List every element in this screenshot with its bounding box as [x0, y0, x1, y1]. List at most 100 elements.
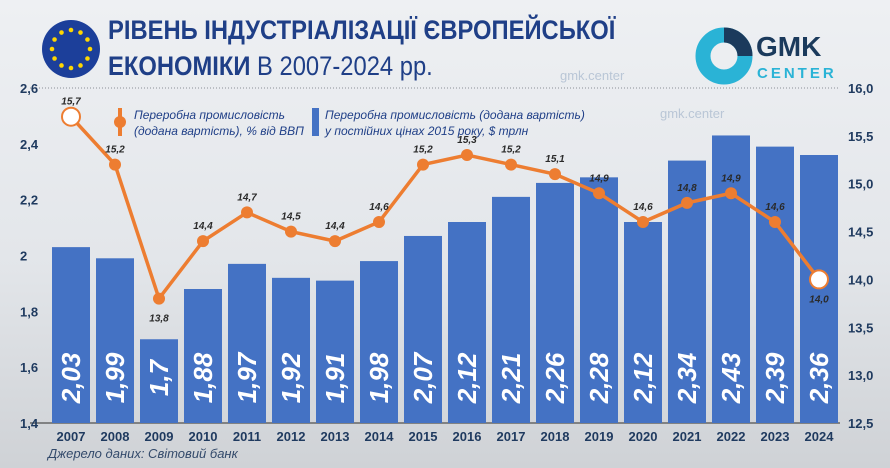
- right-tick-label: 16,0: [848, 81, 873, 96]
- line-value-label: 14,6: [369, 202, 389, 213]
- x-tick-label: 2015: [409, 429, 438, 444]
- bar-value-label: 1,99: [100, 352, 130, 403]
- star-icon: [49, 46, 55, 52]
- bar: [756, 146, 794, 423]
- line-point: [61, 106, 81, 127]
- line-value-label: 15,2: [501, 145, 521, 156]
- line-value-label: 15,2: [105, 145, 125, 156]
- bar: [316, 280, 354, 423]
- line-point: [153, 292, 165, 305]
- line-value-label: 14,6: [633, 202, 653, 213]
- bar: [184, 289, 222, 423]
- x-tick-label: 2012: [277, 429, 306, 444]
- line-value-label: 14,9: [589, 173, 609, 184]
- bar: [272, 277, 310, 423]
- line-value-label: 15,7: [61, 97, 81, 108]
- bar-value-label: 2,21: [496, 353, 526, 405]
- x-tick-label: 2007: [57, 429, 86, 444]
- right-tick-label: 12,5: [848, 416, 873, 431]
- left-tick-label: 2: [20, 249, 27, 264]
- legend-line-label-2: (додана вартість), % від ВВП: [134, 124, 304, 138]
- line-value-label: 15,1: [545, 154, 565, 165]
- legend-line-label-1: Переробна промисловість: [134, 108, 285, 122]
- line-point: [109, 158, 121, 171]
- gmk-center-logo: GMK CENTER: [694, 26, 844, 91]
- right-tick-label: 14,5: [848, 225, 873, 240]
- bar: [140, 339, 178, 423]
- line-value-label: 14,9: [721, 173, 741, 184]
- chart-title: РІВЕНЬ ІНДУСТРІАЛІЗАЦІЇ ЄВРОПЕЙСЬКОЇ ЕКО…: [108, 12, 615, 84]
- bar-value-label: 2,36: [804, 352, 834, 404]
- star-icon: [68, 65, 74, 71]
- x-tick-label: 2018: [541, 429, 570, 444]
- left-tick-label: 1,8: [20, 304, 38, 319]
- star-icon: [85, 37, 90, 42]
- x-tick-label: 2008: [101, 429, 130, 444]
- line-value-label: 14,0: [809, 294, 829, 305]
- legend-bar-label-2: у постійних цінах 2015 року, $ трлн: [324, 124, 529, 138]
- right-tick-label: 13,0: [848, 368, 873, 383]
- line-point: [461, 149, 473, 161]
- x-tick-label: 2013: [321, 429, 350, 444]
- star-icon: [59, 63, 64, 68]
- bar: [712, 135, 750, 424]
- bar: [228, 263, 266, 423]
- left-tick-label: 2,6: [20, 81, 38, 96]
- left-tick-label: 2,4: [20, 137, 39, 152]
- line-point: [725, 187, 737, 200]
- line-point: [593, 187, 605, 200]
- bar-value-label: 2,03: [56, 352, 86, 404]
- x-tick-label: 2024: [805, 429, 835, 444]
- line-value-label: 14,4: [325, 221, 345, 232]
- left-tick-label: 1,6: [20, 360, 38, 375]
- bar: [448, 222, 486, 423]
- star-icon: [78, 63, 83, 68]
- x-tick-label: 2009: [145, 429, 174, 444]
- x-tick-label: 2021: [673, 429, 702, 444]
- legend-bar-marker: [312, 108, 319, 136]
- bar: [536, 182, 574, 423]
- line-value-label: 14,8: [677, 183, 697, 194]
- line-point: [417, 158, 429, 171]
- title-line-2-rest: В 2007-2024 рр.: [250, 51, 433, 81]
- line-value-label: 14,5: [281, 212, 301, 223]
- bar-value-label: 2,12: [452, 352, 482, 404]
- bar-value-label: 2,12: [628, 352, 658, 404]
- line-value-label: 15,2: [413, 145, 433, 156]
- star-icon: [59, 30, 64, 35]
- line-point: [329, 235, 341, 248]
- line-value-label: 14,4: [193, 221, 213, 232]
- left-tick-label: 2,2: [20, 193, 38, 208]
- line-value-label: 13,8: [149, 314, 169, 325]
- line-point: [681, 196, 693, 209]
- bar-value-label: 2,43: [716, 352, 746, 404]
- line-point: [373, 216, 385, 228]
- star-icon: [78, 30, 83, 35]
- bar-value-label: 2,26: [540, 352, 570, 404]
- bar: [404, 235, 442, 423]
- line-value-label: 14,7: [237, 192, 257, 203]
- bar: [580, 177, 618, 423]
- star-icon: [52, 37, 57, 42]
- line-point: [809, 269, 829, 290]
- bar: [624, 222, 662, 423]
- legend-bar-label-1: Переробна промисловість (додана вартість…: [325, 108, 585, 122]
- x-tick-label: 2011: [233, 429, 261, 444]
- x-tick-label: 2010: [189, 429, 218, 444]
- logo-subtext: CENTER: [757, 65, 837, 82]
- x-tick-label: 2022: [717, 429, 746, 444]
- x-tick-label: 2017: [497, 429, 526, 444]
- line-point: [285, 225, 297, 238]
- bar: [360, 261, 398, 423]
- star-icon: [85, 56, 90, 61]
- title-line-2-bold: ЕКОНОМІКИ: [108, 51, 251, 81]
- watermark-text: gmk.center: [560, 68, 625, 83]
- bar-value-label: 1,91: [320, 353, 350, 404]
- title-line-1: РІВЕНЬ ІНДУСТРІАЛІЗАЦІЇ ЄВРОПЕЙСЬКОЇ: [108, 15, 616, 45]
- eu-flag-icon: [42, 20, 100, 78]
- line-point: [505, 158, 517, 171]
- line-value-label: 14,6: [765, 202, 785, 213]
- bar: [52, 247, 90, 423]
- watermark-text: gmk.center: [660, 106, 725, 121]
